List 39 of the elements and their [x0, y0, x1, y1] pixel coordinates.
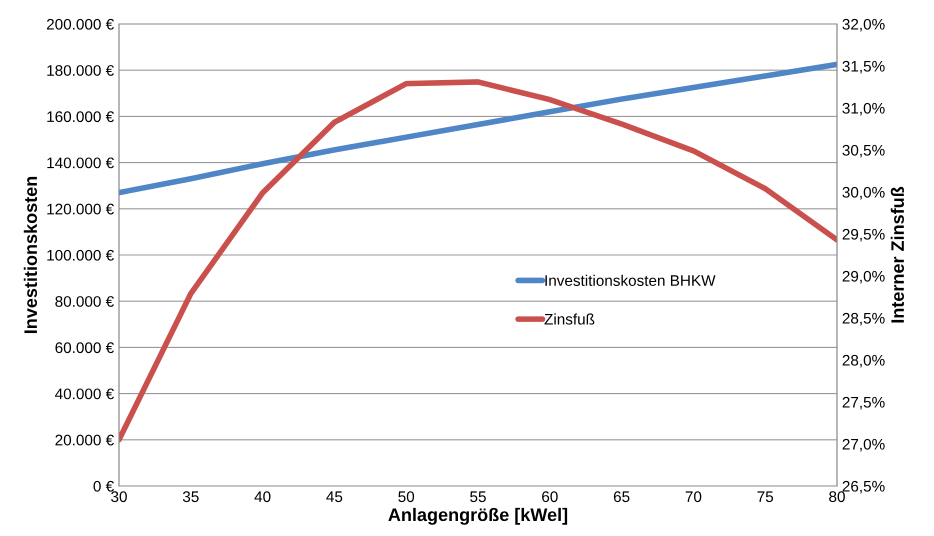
- x-tick-label: 55: [470, 491, 486, 502]
- y-tick-label: 0 €: [94, 480, 114, 492]
- y2-tick-label: 28,0%: [842, 354, 885, 368]
- y2-tick-label: 31,0%: [842, 102, 885, 116]
- y-tick-label: 200.000 €: [46, 18, 114, 30]
- x-tick-label: 30: [111, 491, 127, 502]
- y2-tick-label: 28,5%: [842, 312, 885, 326]
- y-axis-title: Investitionskosten: [24, 176, 38, 334]
- y-tick-label: 140.000 €: [47, 157, 114, 168]
- y2-tick-label: 27,0%: [842, 438, 885, 452]
- x-tick-label: 40: [254, 491, 270, 502]
- x-tick-label: 50: [398, 491, 414, 502]
- legend-label: Investitionskosten BHKW: [545, 274, 716, 286]
- x-tick-label: 70: [686, 491, 702, 502]
- x-tick-label: 60: [542, 491, 558, 502]
- y-tick-label: 80.000 €: [55, 296, 114, 307]
- y2-axis-title: Interner Zinsfuß: [890, 186, 904, 322]
- y2-tick-label: 29,0%: [842, 270, 885, 284]
- y2-tick-label: 29,5%: [842, 228, 885, 242]
- x-axis-title: Anlagengröße [kWel]: [388, 508, 568, 525]
- x-tick-label: 75: [757, 491, 774, 502]
- y2-tick-label: 27,5%: [842, 396, 885, 410]
- y-tick-label: 20.000 €: [55, 434, 114, 446]
- y2-tick-label: 30,5%: [842, 144, 885, 158]
- legend-label: Zinsfuß: [544, 313, 594, 325]
- y-tick-label: 120.000 €: [47, 204, 114, 214]
- y-tick-label: 180.000 €: [47, 65, 114, 76]
- y-tick-label: 60.000 €: [55, 342, 114, 354]
- y-tick-label: 160.000 €: [47, 111, 114, 122]
- x-tick-label: 45: [326, 491, 342, 502]
- y2-tick-label: 32,0%: [842, 18, 885, 32]
- x-tick-label: 80: [829, 491, 845, 502]
- y-tick-label: 40.000 €: [55, 388, 114, 400]
- y-tick-label: 100.000 €: [47, 250, 114, 261]
- y2-tick-label: 30,0%: [842, 186, 885, 200]
- x-tick-label: 65: [614, 491, 630, 502]
- y2-tick-label: 31,5%: [842, 60, 885, 74]
- y2-tick-label: 26,5%: [842, 480, 885, 494]
- x-tick-label: 35: [182, 491, 199, 502]
